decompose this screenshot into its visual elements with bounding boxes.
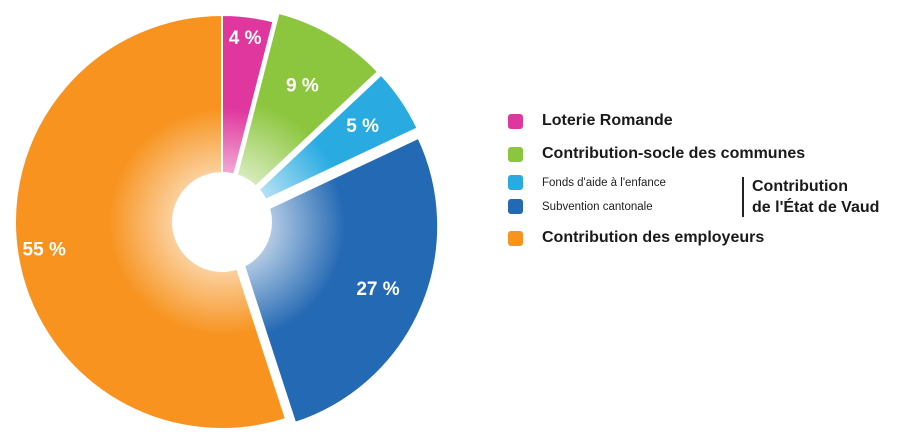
legend-label: Contribution des employeurs xyxy=(542,229,765,246)
legend-swatch xyxy=(508,113,523,129)
legend-group-label-line2: de l'État de Vaud xyxy=(752,199,880,216)
legend-swatch xyxy=(508,199,523,214)
slice-data-label: 55 % xyxy=(23,240,66,261)
legend-label: Contribution-socle des communes xyxy=(542,145,806,162)
legend-item-loterie-romande: Loterie Romande xyxy=(508,112,673,130)
slice-data-label: 4 % xyxy=(229,28,262,49)
legend-item-subvention-cantonale: Subvention cantonale xyxy=(508,199,653,214)
pie-slice xyxy=(229,73,419,218)
legend-label: Fonds d'aide à l'enfance xyxy=(542,176,666,189)
pie-slice xyxy=(14,13,288,430)
pie-slice xyxy=(225,11,380,217)
donut-hole xyxy=(172,172,272,272)
legend-item-contribution-employeurs: Contribution des employeurs xyxy=(508,229,764,247)
legend-swatch xyxy=(508,175,523,190)
slice-data-label: 5 % xyxy=(346,116,379,137)
legend-label: Subvention cantonale xyxy=(542,200,653,213)
legend-item-contribution-socle: Contribution-socle des communes xyxy=(508,145,805,163)
legend-item-fonds-aide: Fonds d'aide à l'enfance xyxy=(508,175,666,190)
legend-label: Loterie Romande xyxy=(542,112,673,129)
slice-data-label: 9 % xyxy=(286,76,319,97)
legend-group-label-line1: Contribution xyxy=(752,178,848,195)
slice-data-label: 27 % xyxy=(356,279,399,300)
legend-swatch xyxy=(508,230,523,246)
pie-slice xyxy=(229,136,440,425)
pie-chart: 4 % 9 % 5 % 27 % 55 % xyxy=(14,11,440,430)
legend-group-label: Contribution de l'État de Vaud xyxy=(752,176,879,218)
legend-group-divider xyxy=(742,177,744,217)
legend-swatch xyxy=(508,146,523,162)
